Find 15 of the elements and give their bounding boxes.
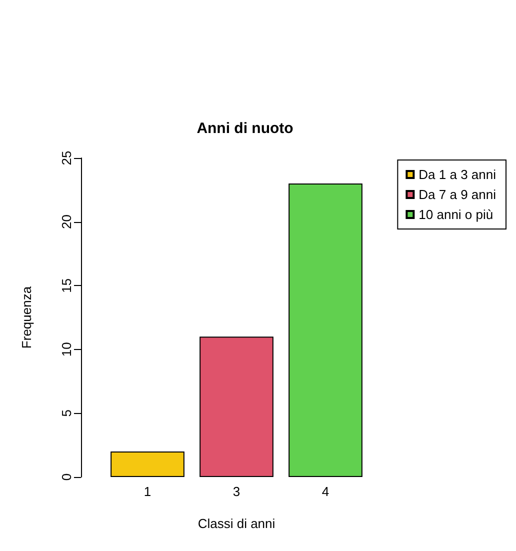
y-axis-title: Frequenza — [19, 286, 34, 349]
legend-label: Da 1 a 3 anni — [418, 167, 496, 182]
x-tick-label: 1 — [144, 484, 152, 499]
y-tick-label: 25 — [59, 150, 74, 166]
chart-title: Anni di nuoto — [196, 120, 294, 137]
y-tick-label: 15 — [59, 278, 74, 293]
x-tick-label: 4 — [322, 484, 330, 499]
y-tick-label: 20 — [59, 214, 74, 230]
legend-label: Da 7 a 9 anni — [418, 187, 496, 202]
legend-label: 10 anni o più — [418, 207, 494, 222]
x-tick-label: 3 — [232, 484, 240, 499]
x-axis-title: Classi di anni — [198, 516, 276, 531]
y-tick-label: 10 — [59, 342, 74, 357]
y-tick-label: 0 — [59, 473, 74, 481]
y-tick-label: 5 — [59, 410, 74, 417]
